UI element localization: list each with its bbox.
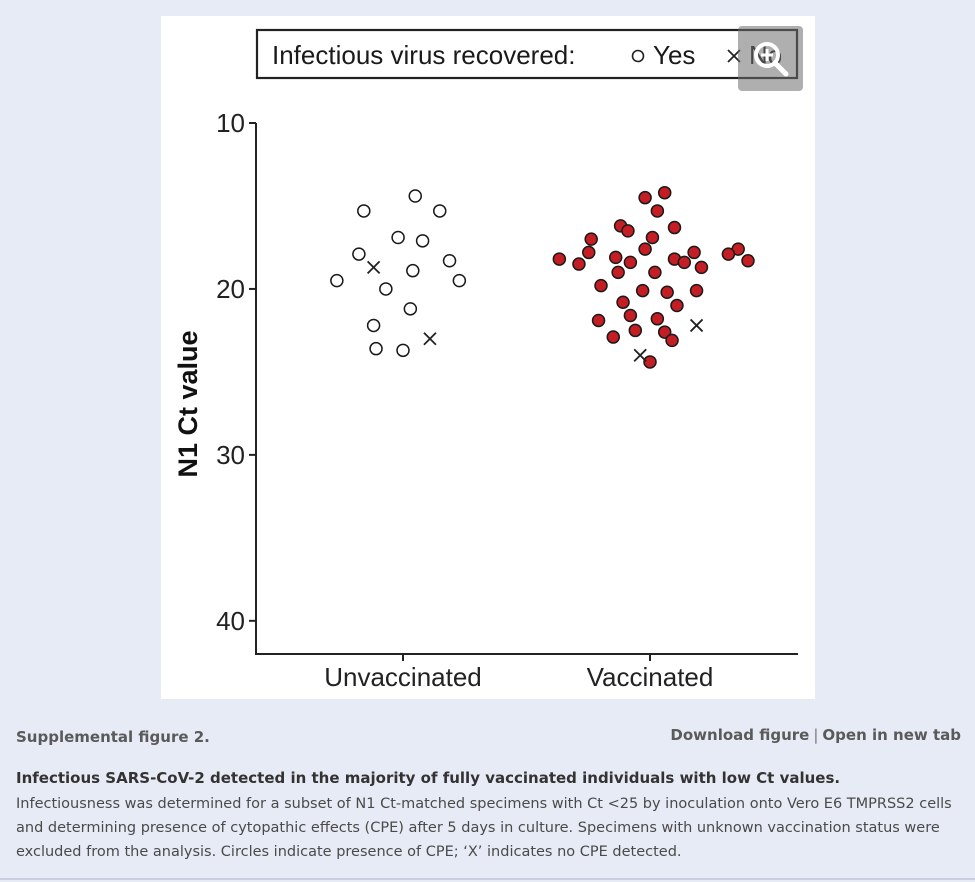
scatter-chart: Infectious virus recovered: Yes No 10 20 3… <box>173 28 799 692</box>
point-cpe-yes <box>645 230 660 245</box>
x-tick-label: Vaccinated <box>587 662 714 692</box>
point-cpe-yes <box>623 308 638 323</box>
point-cpe-yes <box>572 257 586 271</box>
point-cpe-yes <box>366 318 381 333</box>
point-cpe-yes <box>442 253 457 268</box>
point-cpe-yes <box>638 190 652 205</box>
point-cpe-yes <box>677 255 692 270</box>
zoom-in-icon <box>754 42 789 77</box>
data-points <box>330 185 755 369</box>
point-cpe-yes <box>391 230 405 245</box>
point-cpe-yes <box>379 282 393 296</box>
point-cpe-yes <box>408 189 422 203</box>
point-cpe-yes <box>616 295 630 309</box>
point-cpe-yes <box>721 247 736 261</box>
point-cpe-yes <box>635 283 650 298</box>
point-cpe-yes <box>657 325 672 339</box>
point-cpe-yes <box>403 302 418 316</box>
y-ticks: 10 20 30 40 <box>216 108 256 636</box>
figure-panel: Infectious virus recovered: Yes No 10 20 3… <box>161 16 815 699</box>
legend-title: Infectious virus recovered: <box>272 40 575 70</box>
point-cpe-yes <box>628 323 643 338</box>
point-cpe-yes <box>415 234 430 248</box>
y-tick-label: 40 <box>216 606 245 636</box>
point-cpe-yes <box>670 298 684 313</box>
point-cpe-yes <box>357 204 371 218</box>
point-cpe-yes <box>638 242 652 256</box>
divider <box>0 878 975 880</box>
point-cpe-yes <box>452 273 467 288</box>
download-figure-link[interactable]: Download figure <box>670 726 810 744</box>
legend-box <box>255 28 799 80</box>
point-cpe-yes <box>369 341 383 356</box>
legend-yes-marker <box>631 49 645 63</box>
point-cpe-yes <box>621 224 635 238</box>
point-cpe-yes <box>433 204 447 218</box>
figure-links: Download figure | Open in new tab <box>670 726 961 744</box>
point-cpe-yes <box>352 247 366 261</box>
x-ticks: Unvaccinated Vaccinated <box>324 654 713 692</box>
x-tick-label: Unvaccinated <box>324 662 482 692</box>
point-cpe-yes <box>606 330 620 344</box>
y-tick-label: 10 <box>216 108 245 138</box>
point-cpe-yes <box>687 245 701 260</box>
point-cpe-yes <box>650 204 665 218</box>
figure-label: Supplemental figure 2. <box>16 728 210 746</box>
point-cpe-yes <box>741 253 755 268</box>
point-cpe-yes <box>689 283 704 298</box>
point-cpe-yes <box>608 250 623 265</box>
caption-body: Infectiousness was determined for a subs… <box>16 796 952 860</box>
point-cpe-yes <box>591 313 606 328</box>
point-cpe-yes <box>623 255 638 270</box>
point-cpe-yes <box>594 278 608 293</box>
point-cpe-yes <box>406 263 420 278</box>
point-cpe-yes <box>694 260 709 275</box>
point-cpe-yes <box>643 355 657 369</box>
point-cpe-yes <box>552 252 567 266</box>
point-cpe-yes <box>648 265 662 280</box>
link-separator: | <box>813 726 819 744</box>
point-cpe-yes <box>584 232 598 246</box>
y-tick-label: 20 <box>216 274 245 304</box>
zoom-button[interactable] <box>738 26 803 91</box>
point-cpe-no <box>366 260 381 275</box>
point-cpe-yes <box>611 265 625 280</box>
y-tick-label: 30 <box>216 440 245 470</box>
point-cpe-no <box>689 318 704 333</box>
point-cpe-no <box>633 348 647 362</box>
open-in-new-tab-link[interactable]: Open in new tab <box>822 726 961 744</box>
point-cpe-yes <box>660 285 674 300</box>
point-cpe-yes <box>665 333 679 348</box>
point-cpe-yes <box>657 185 672 200</box>
point-cpe-yes <box>396 343 410 358</box>
point-cpe-no <box>423 332 437 346</box>
legend-yes-label: Yes <box>653 40 695 70</box>
point-cpe-yes <box>582 245 596 260</box>
caption-title: Infectious SARS-CoV-2 detected in the ma… <box>16 769 841 787</box>
y-axis-label: N1 Ct value <box>173 330 203 477</box>
point-cpe-yes <box>330 273 344 288</box>
legend: Infectious virus recovered: Yes No <box>255 28 799 80</box>
point-cpe-yes <box>650 312 665 326</box>
point-cpe-yes <box>667 220 682 235</box>
